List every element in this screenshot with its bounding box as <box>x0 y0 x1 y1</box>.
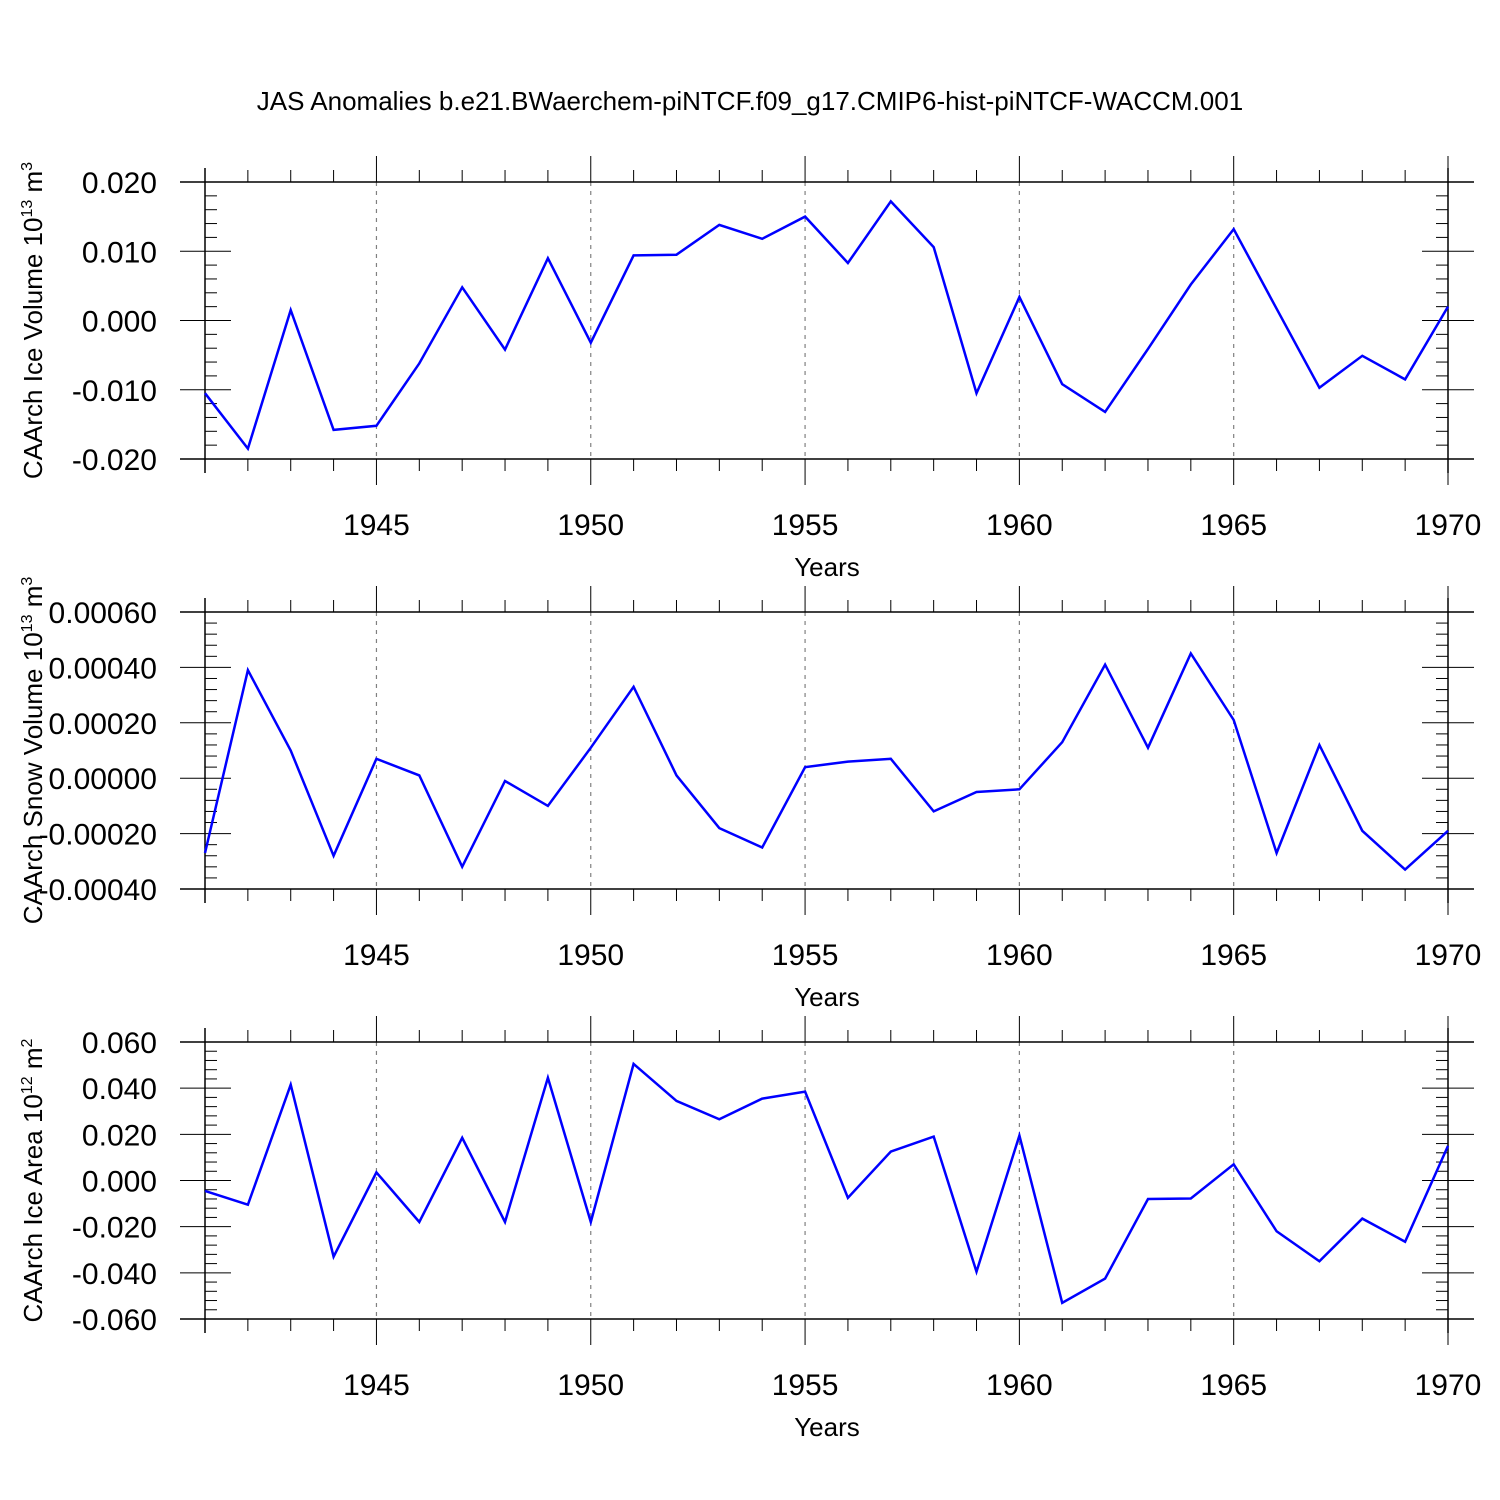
ylabel-unit: m <box>18 171 48 200</box>
ytick-label-0: -0.020 <box>72 444 157 477</box>
xtick-label-1960: 1960 <box>986 509 1053 542</box>
xtick-label-1960: 1960 <box>986 1369 1053 1402</box>
xtick-label-1965: 1965 <box>1200 509 1267 542</box>
ylabel-unit-exponent: 2 <box>19 1038 36 1047</box>
ylabel-main: CAArch Ice Area 10 <box>18 1094 48 1322</box>
xtick-label-1945: 1945 <box>343 509 410 542</box>
ytick-label-1: -0.040 <box>72 1258 157 1291</box>
y-axis-label: CAArch Ice Volume 1013 m3 <box>18 162 48 479</box>
ylabel-unit-exponent: 3 <box>19 162 36 171</box>
panel-3: -0.060 -0.040 -0.020 0.000 0.020 0.040 0.060 19… <box>18 1016 1481 1442</box>
xtick-label-1950: 1950 <box>557 509 624 542</box>
ytick-label-5: 0.00060 <box>49 597 157 630</box>
ylabel-main: CAArch Snow Volume 10 <box>18 632 48 924</box>
xtick-label-1970: 1970 <box>1415 1369 1482 1402</box>
ytick-label-4: 0.00040 <box>49 652 157 685</box>
ytick-label-0: -0.00040 <box>39 874 157 907</box>
xtick-label-1970: 1970 <box>1415 939 1482 972</box>
ytick-label-3: 0.000 <box>82 1166 157 1199</box>
xtick-label-1965: 1965 <box>1200 1369 1267 1402</box>
ytick-label-5: 0.040 <box>82 1073 157 1106</box>
ylabel-exponent: 12 <box>19 1076 36 1094</box>
ytick-label-3: 0.00020 <box>49 708 157 741</box>
ytick-label-6: 0.060 <box>82 1027 157 1060</box>
chart-title: JAS Anomalies b.e21.BWaerchem-piNTCF.f09… <box>257 86 1243 116</box>
ytick-label-2: 0.00000 <box>49 763 157 796</box>
ylabel-unit-exponent: 3 <box>19 577 36 586</box>
xtick-label-1945: 1945 <box>343 1369 410 1402</box>
xtick-label-1960: 1960 <box>986 939 1053 972</box>
y-axis-label: CAArch Ice Area 1012 m2 <box>18 1038 48 1322</box>
ylabel-exponent: 13 <box>19 200 36 218</box>
ytick-label-4: 0.020 <box>82 1119 157 1152</box>
ytick-label-4: 0.020 <box>82 167 157 200</box>
ytick-label-3: 0.010 <box>82 236 157 269</box>
y-axis-label: CAArch Snow Volume 1013 m3 <box>18 577 48 925</box>
x-axis-label: Years <box>794 552 860 582</box>
series-line-2 <box>203 650 1449 872</box>
panel-1: -0.020 -0.010 0.000 0.010 0.020 1945 1950 1955 1… <box>18 156 1481 582</box>
xtick-label-1965: 1965 <box>1200 939 1267 972</box>
xtick-label-1955: 1955 <box>772 1369 839 1402</box>
xtick-label-1970: 1970 <box>1415 509 1482 542</box>
xtick-label-1955: 1955 <box>772 939 839 972</box>
ylabel-main: CAArch Ice Volume 10 <box>18 218 48 480</box>
ylabel-unit: m <box>18 1047 48 1076</box>
xtick-label-1945: 1945 <box>343 939 410 972</box>
ytick-label-1: -0.00020 <box>39 819 157 852</box>
x-axis-label: Years <box>794 982 860 1012</box>
panel-2: -0.00040 -0.00020 0.00000 0.00020 0.00040 0.0… <box>18 577 1481 1012</box>
xtick-label-1950: 1950 <box>557 939 624 972</box>
x-axis-label: Years <box>794 1412 860 1442</box>
ylabel-unit: m <box>18 586 48 615</box>
series-line-3 <box>204 1061 1450 1305</box>
ytick-label-0: -0.060 <box>72 1304 157 1337</box>
ytick-label-2: 0.000 <box>82 306 157 339</box>
panels: -0.020 -0.010 0.000 0.010 0.020 1945 1950 1955 1… <box>18 156 1481 1442</box>
xtick-label-1950: 1950 <box>557 1369 624 1402</box>
ylabel-exponent: 13 <box>19 614 36 632</box>
series-line-1 <box>204 199 1450 452</box>
ytick-label-1: -0.010 <box>72 375 157 408</box>
ytick-label-2: -0.020 <box>72 1212 157 1245</box>
xtick-label-1955: 1955 <box>772 509 839 542</box>
